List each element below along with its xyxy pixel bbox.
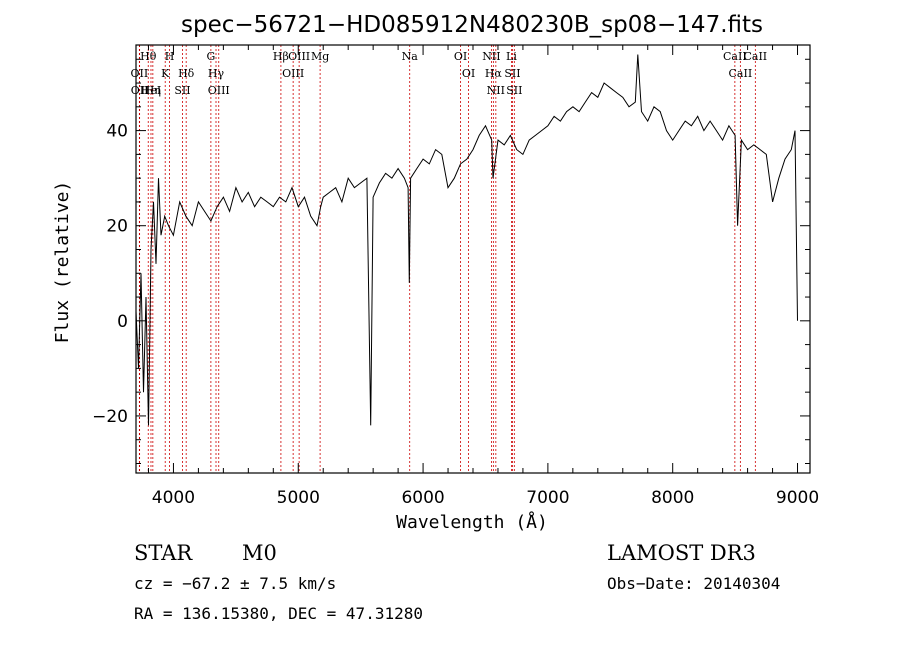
line-marker-label: Hδ xyxy=(178,67,195,80)
y-tick-label: 20 xyxy=(106,217,128,237)
line-marker-label: H xyxy=(165,50,175,63)
line-marker-label: CaII xyxy=(729,67,753,80)
y-tick-label: −20 xyxy=(92,407,128,427)
x-tick-label: 8000 xyxy=(651,488,694,508)
line-marker-label: OII xyxy=(131,84,149,97)
line-marker-label: Hγ xyxy=(208,67,225,80)
line-marker-label: OIII xyxy=(208,84,230,97)
line-marker-label: SII xyxy=(174,84,190,97)
line-marker-label: OI xyxy=(454,50,467,63)
x-axis-ticks: 4000 5000 6000 7000 8000 9000 xyxy=(147,45,819,508)
line-marker-label: OIII xyxy=(288,50,310,63)
line-marker-label: NII xyxy=(482,50,500,63)
line-marker-label: OI xyxy=(462,67,475,80)
line-marker-label: OIII xyxy=(282,67,304,80)
line-marker-label: CaII xyxy=(723,50,747,63)
y-axis-title: Flux (relative) xyxy=(52,181,73,344)
survey-name: LAMOST DR3 xyxy=(607,541,756,565)
x-tick-label: 6000 xyxy=(401,488,444,508)
observation-date: Obs−Date: 20140304 xyxy=(607,574,780,593)
coordinates: RA = 136.15380, DEC = 47.31280 xyxy=(134,604,423,623)
y-tick-label: 0 xyxy=(117,312,128,332)
spectrum-line xyxy=(135,54,798,426)
line-marker-label: Hβ xyxy=(273,50,289,63)
object-subclass: M0 xyxy=(242,541,277,565)
x-tick-label: 5000 xyxy=(277,488,320,508)
line-marker-label: SII xyxy=(504,67,520,80)
line-marker-label: K xyxy=(161,67,170,80)
plot-frame xyxy=(135,44,811,474)
line-marker-label: G xyxy=(206,50,215,63)
x-tick-label: 4000 xyxy=(152,488,195,508)
line-marker-label: Hα xyxy=(485,67,503,80)
line-marker-label: Mg xyxy=(311,50,329,63)
y-tick-label: 40 xyxy=(106,122,128,142)
line-marker-label: Na xyxy=(402,50,419,63)
x-tick-label: 9000 xyxy=(776,488,819,508)
line-marker-label: Hθ xyxy=(140,50,157,63)
redshift-cz: cz = −67.2 ± 7.5 km/s xyxy=(134,574,336,593)
x-axis-title: Wavelength (Å) xyxy=(396,511,548,533)
chart-title: spec−56721−HD085912N480230B_sp08−147.fit… xyxy=(181,12,763,38)
line-marker-label: Hη xyxy=(145,84,161,97)
line-marker-label: NII xyxy=(487,84,505,97)
y-axis-ticks: −20 0 20 40 xyxy=(92,58,810,464)
line-marker-label: SII xyxy=(506,84,522,97)
x-tick-label: 7000 xyxy=(526,488,569,508)
line-marker-label: HeI xyxy=(141,84,161,97)
object-class: STAR xyxy=(134,541,193,565)
line-marker-label: Li xyxy=(506,50,517,63)
emission-line-markers xyxy=(138,45,756,473)
line-marker-label: CaII xyxy=(743,50,767,63)
line-marker-label: OII xyxy=(131,67,149,80)
